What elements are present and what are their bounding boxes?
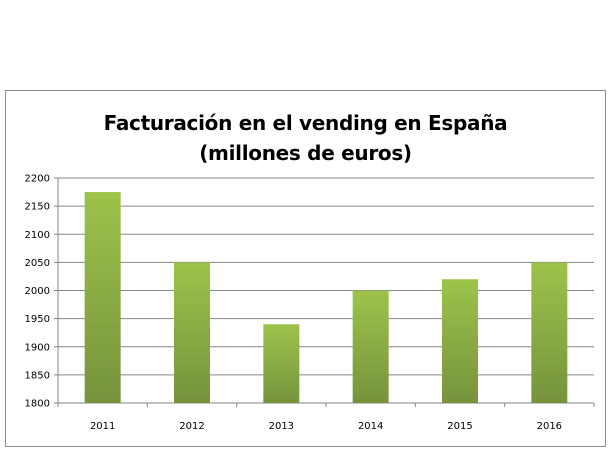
x-tick-label: 2011 [90, 421, 115, 432]
bar-2016 [531, 262, 568, 403]
y-tick-label: 1800 [25, 399, 50, 410]
subtitle-line: (millones de euros) [199, 141, 412, 165]
y-tick-label: 1850 [25, 370, 50, 381]
y-tick-label: 2050 [25, 258, 50, 269]
bar-2013 [263, 324, 300, 403]
bar-2014 [352, 290, 389, 403]
bar-2015 [442, 279, 478, 403]
x-tick-label: 2016 [537, 421, 562, 432]
bar-2012 [174, 262, 210, 403]
x-tick-label: 2013 [269, 421, 294, 432]
y-tick-label: 2200 [25, 174, 50, 185]
y-tick-label: 2100 [25, 230, 50, 241]
y-tick-label: 1950 [25, 314, 50, 325]
x-tick-label: 2012 [179, 421, 204, 432]
chart-title: Facturación en el vending en España (mil… [0, 108, 611, 168]
x-tick-label: 2015 [447, 421, 472, 432]
y-tick-label: 1900 [25, 342, 50, 353]
y-tick-label: 2000 [25, 286, 50, 297]
y-tick-label: 2150 [25, 202, 50, 213]
chart-frame [5, 90, 606, 447]
title-line: Facturación en el vending en España [103, 111, 508, 135]
x-tick-label: 2014 [358, 421, 383, 432]
bar-2011 [84, 192, 121, 403]
